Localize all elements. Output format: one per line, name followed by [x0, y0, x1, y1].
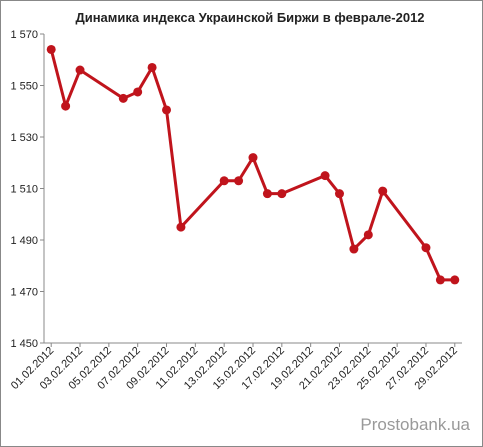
point	[349, 244, 359, 254]
point	[147, 62, 157, 72]
y-tick-label: 1 450	[10, 338, 38, 350]
y-tick-label: 1 470	[10, 287, 38, 299]
point	[176, 222, 186, 232]
chart-title: Динамика индекса Украинской Биржи в февр…	[75, 10, 424, 25]
point	[277, 189, 287, 199]
point	[133, 87, 143, 97]
point	[435, 275, 445, 285]
point	[162, 105, 172, 115]
y-tick-label: 1 550	[10, 81, 38, 93]
point	[118, 93, 128, 103]
watermark: Prostobank.ua	[360, 415, 470, 434]
point	[363, 230, 373, 240]
y-tick-label: 1 490	[10, 235, 38, 247]
point	[61, 101, 71, 111]
point	[262, 189, 272, 199]
y-tick-label: 1 530	[10, 132, 38, 144]
point	[320, 171, 330, 181]
point	[219, 176, 229, 186]
point	[450, 275, 460, 285]
point	[248, 153, 258, 163]
y-tick-label: 1 510	[10, 184, 38, 196]
point	[421, 243, 431, 253]
point	[334, 189, 344, 199]
point	[234, 176, 244, 186]
point	[46, 44, 56, 54]
point	[378, 186, 388, 196]
y-tick-label: 1 570	[10, 29, 38, 41]
point	[75, 65, 85, 75]
